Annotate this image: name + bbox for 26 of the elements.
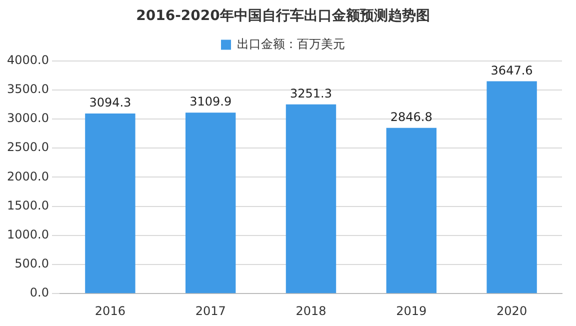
bar [286,104,336,294]
y-tick-label: 1500.0 [6,198,49,212]
y-tick-label: 1000.0 [6,228,49,242]
y-tick-label: 3000.0 [6,111,49,126]
y-tick-label: 2000.0 [6,169,49,184]
y-tick-label: 4000.0 [6,52,49,67]
x-tick-label: 2019 [396,304,427,318]
x-tick-label: 2017 [195,304,226,318]
bar [486,81,537,294]
y-tick-label: 500.0 [14,256,49,271]
data-label: 3094.3 [89,96,132,110]
legend-label: 出口金额：百万美元 [237,36,345,51]
y-tick-label: 3500.0 [6,82,49,96]
data-label: 3647.6 [490,63,533,78]
data-label: 2846.8 [390,110,432,124]
bar [85,114,136,294]
y-tick-label: 2500.0 [6,140,49,154]
x-tick-label: 2016 [94,304,126,318]
x-tick-label: 2020 [496,304,528,318]
chart-title: 2016-2020年中国自行车出口金额预测趋势图 [136,7,430,24]
bar [386,128,436,294]
bar [185,112,236,294]
data-label: 3251.3 [290,86,332,100]
y-tick-label: 0.0 [30,286,49,300]
data-label: 3109.9 [190,94,232,109]
x-tick-label: 2018 [296,304,326,318]
